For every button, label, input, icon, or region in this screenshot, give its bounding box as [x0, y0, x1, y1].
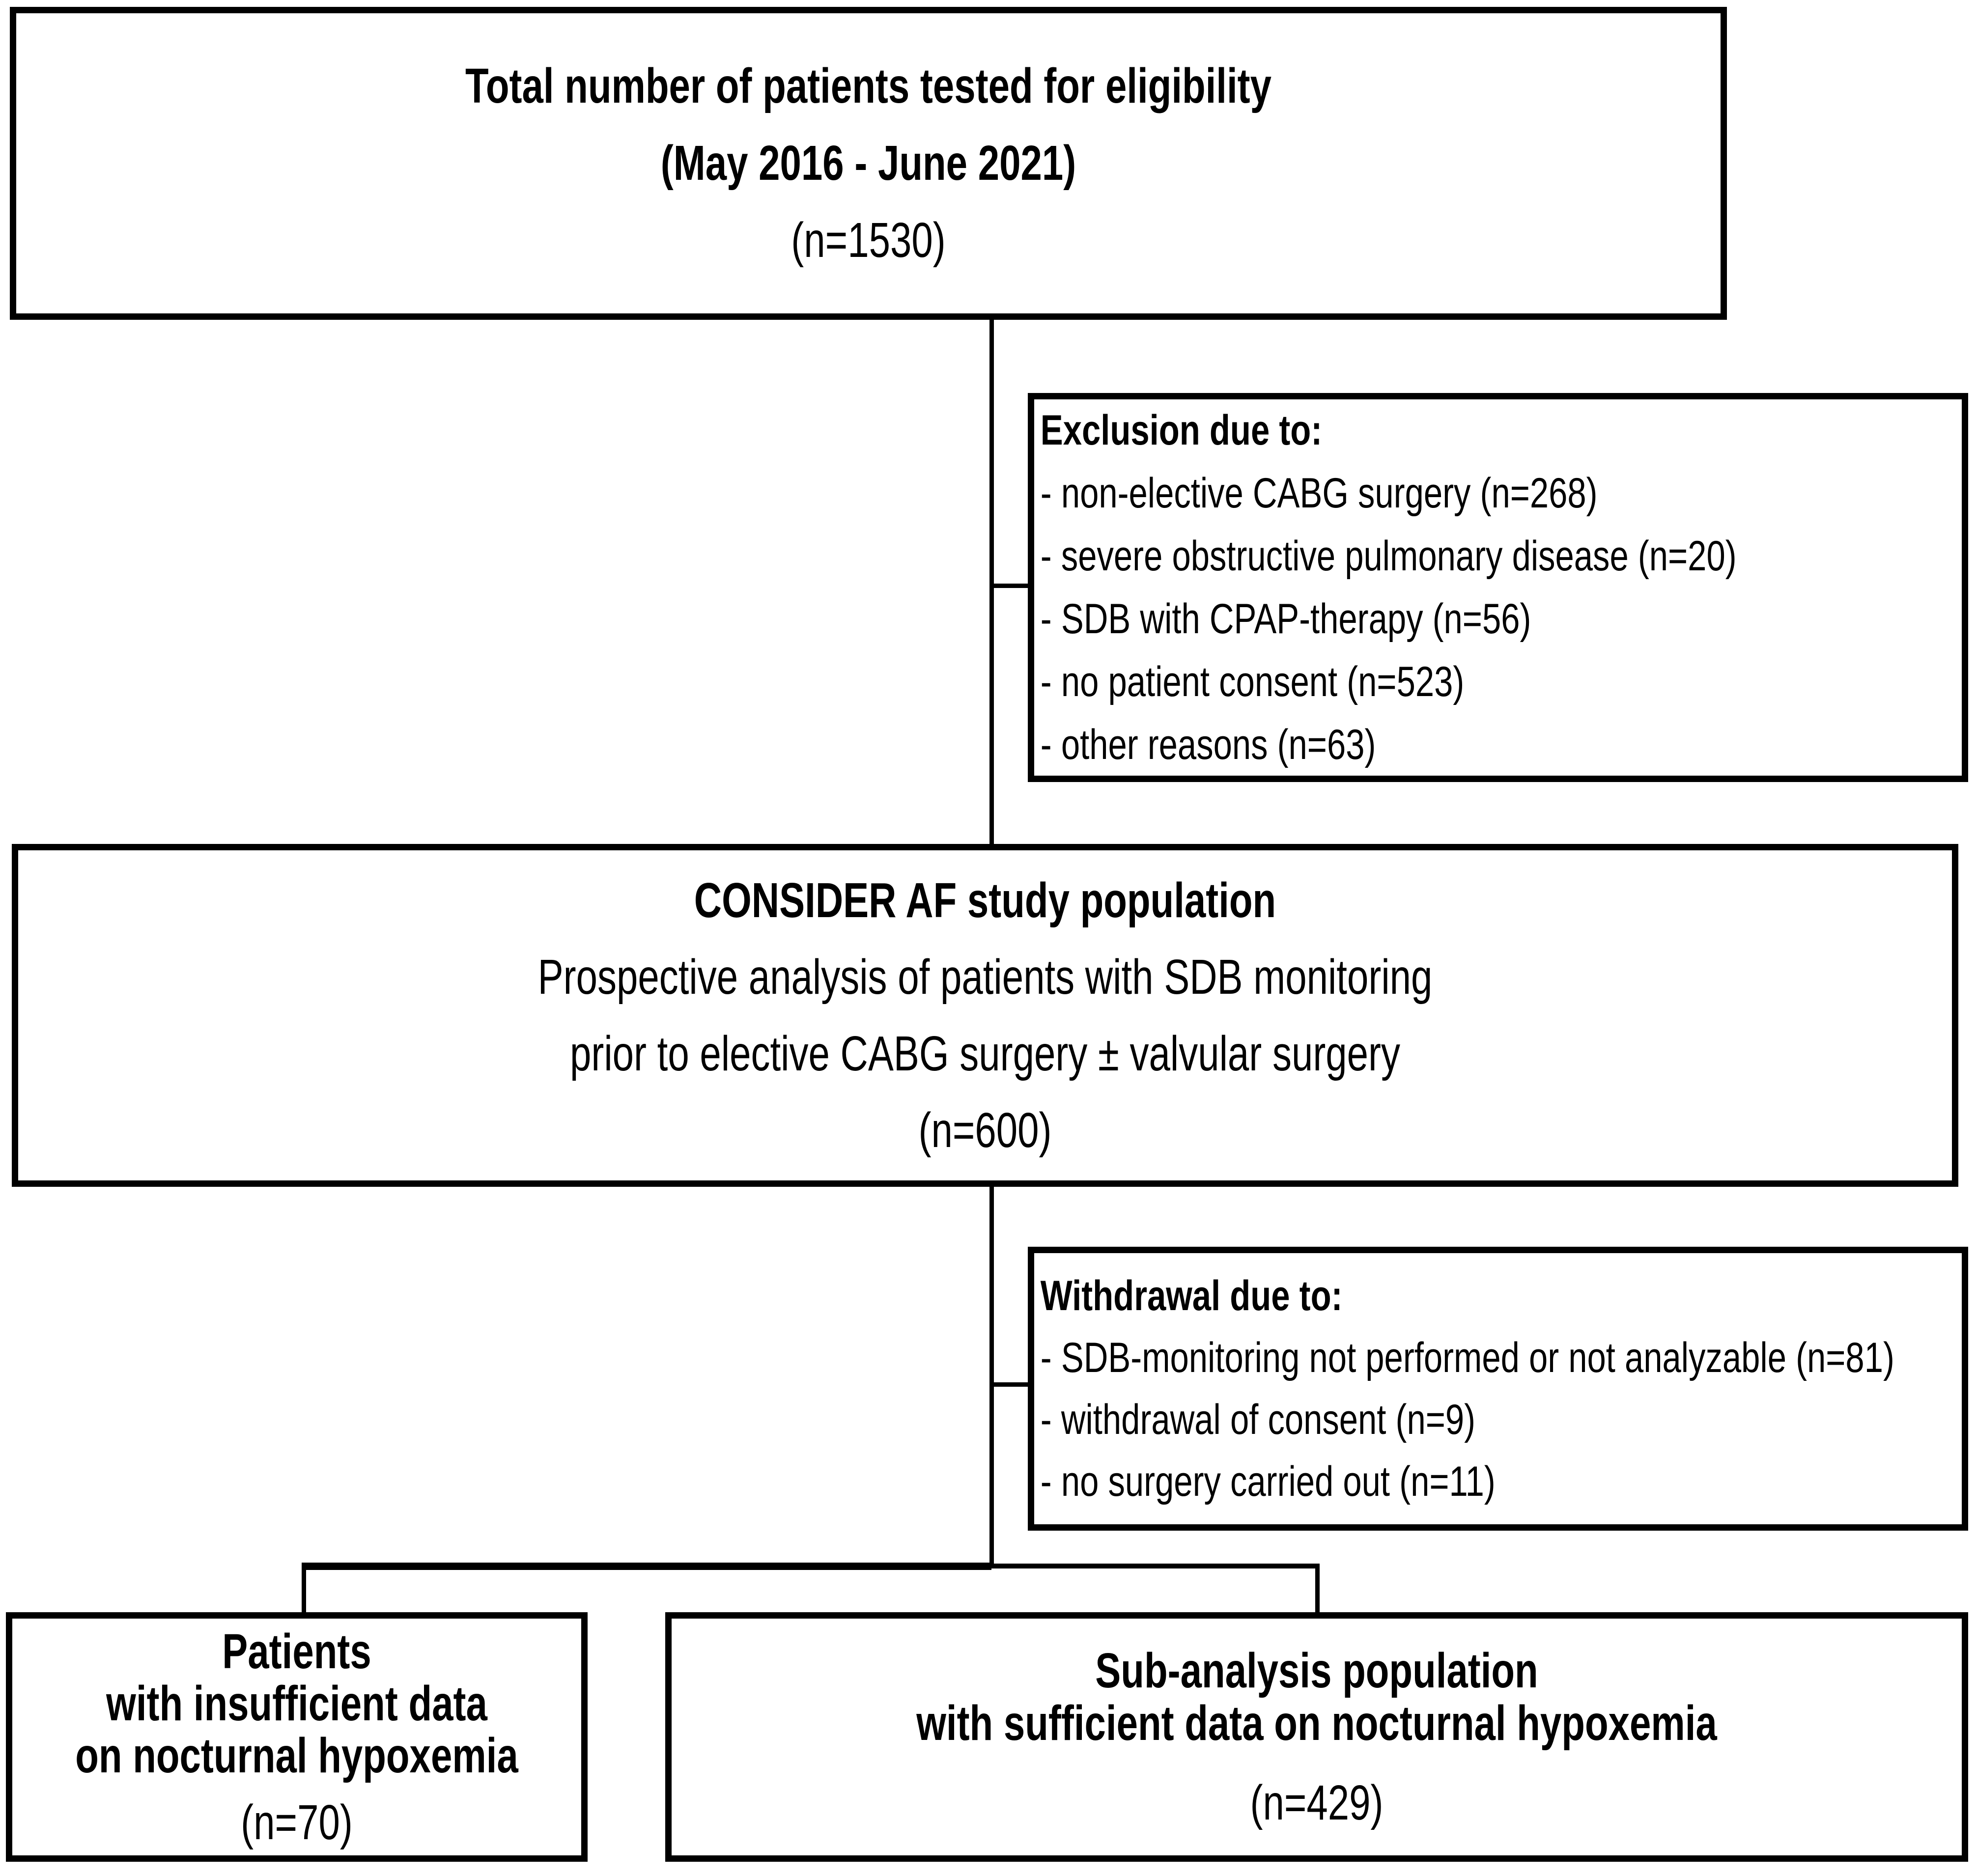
exclusion-item: - non-elective CABG surgery (n=268) — [1040, 470, 1598, 517]
connector-elbow-left — [302, 1563, 306, 1614]
consider-af-desc-1: Prospective analysis of patients with SD… — [537, 950, 1433, 1005]
exclusion-item: - severe obstructive pulmonary disease (… — [1040, 532, 1737, 580]
consider-af-box: CONSIDER AF study population Prospective… — [12, 844, 1958, 1187]
exclusion-item: - other reasons (n=63) — [1040, 721, 1376, 768]
connector-consider-to-split — [989, 1187, 994, 1566]
connector-withdrawal-stub — [991, 1382, 1031, 1387]
sub-analysis-line-2: with sufficient data on nocturnal hypoxe… — [916, 1696, 1717, 1751]
exclusion-item: - SDB with CPAP-therapy (n=56) — [1040, 595, 1531, 643]
withdrawal-item: - withdrawal of consent (n=9) — [1040, 1396, 1476, 1443]
sub-analysis-line-1: Sub-analysis population — [1095, 1643, 1538, 1698]
eligibility-n: (n=1530) — [791, 213, 946, 268]
connector-top-to-consider — [989, 320, 994, 844]
consider-af-n: (n=600) — [918, 1103, 1052, 1158]
withdrawal-box: Withdrawal due to: - SDB-monitoring not … — [1028, 1247, 1968, 1531]
sub-analysis-box: Sub-analysis population with sufficient … — [665, 1612, 1968, 1862]
withdrawal-title: Withdrawal due to: — [1040, 1272, 1343, 1319]
exclusion-title: Exclusion due to: — [1040, 407, 1323, 454]
insufficient-line-3: on nocturnal hypoxemia — [75, 1728, 518, 1783]
withdrawal-item: - SDB-monitoring not performed or not an… — [1040, 1334, 1894, 1381]
withdrawal-item: - no surgery carried out (n=11) — [1040, 1458, 1496, 1505]
connector-split-right-arm — [989, 1564, 1320, 1568]
insufficient-n: (n=70) — [241, 1795, 353, 1850]
exclusion-box: Exclusion due to: - non-elective CABG su… — [1028, 393, 1968, 782]
connector-exclusion-stub — [991, 584, 1031, 588]
eligibility-title: Total number of patients tested for elig… — [465, 58, 1271, 113]
insufficient-data-box: Patients with insufficient data on noctu… — [6, 1612, 588, 1862]
connector-elbow-right — [1315, 1564, 1320, 1613]
connector-split-left-arm — [302, 1563, 991, 1570]
exclusion-item: - no patient consent (n=523) — [1040, 658, 1465, 705]
consider-af-title: CONSIDER AF study population — [694, 873, 1276, 928]
insufficient-line-2: with insufficient data — [106, 1676, 487, 1731]
sub-analysis-n: (n=429) — [1250, 1775, 1384, 1830]
consider-af-desc-2: prior to elective CABG surgery ± valvula… — [569, 1026, 1401, 1081]
eligibility-period: (May 2016 - June 2021) — [660, 136, 1076, 191]
insufficient-line-1: Patients — [222, 1624, 371, 1679]
eligibility-box: Total number of patients tested for elig… — [10, 7, 1727, 320]
